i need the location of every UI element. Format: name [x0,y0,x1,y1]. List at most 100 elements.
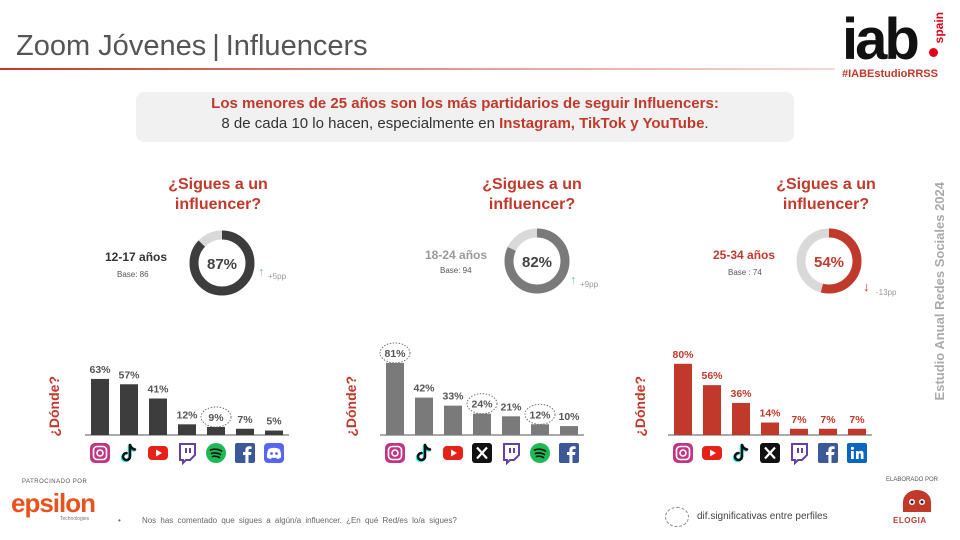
significance-marker [379,342,411,364]
bar-value-label: 7% [820,414,836,426]
instagram-icon [385,443,405,463]
made-by-label: ELABORADO POR [886,477,939,483]
significance-marker [524,403,556,425]
iab-logo-suffix: spain [932,12,946,44]
tiktok-icon-note [733,443,749,462]
instagram-icon-bg [385,443,405,463]
youtube-icon-play [156,449,162,457]
bar-value-label: 36% [730,388,752,400]
base-size-label: Base: 86 [117,270,149,279]
bar-value-label: 12% [529,409,551,421]
linkedin-icon [847,443,867,463]
discord-icon-face [266,447,282,459]
instagram-icon [90,443,110,463]
facebook-icon [559,443,579,463]
epsilon-logo: epsilon [11,488,96,518]
tiktok-icon-note [121,443,137,462]
bar-value-label: 24% [471,399,493,411]
delta-label: +9pp [580,280,599,289]
title-rule [0,68,835,70]
elogia-logo-text: ELOGIA [893,516,927,525]
delta-arrow-icon: ↑ [570,272,577,287]
x-icon-cross [764,446,776,460]
question-heading: ¿Sigues a un influencer? [776,176,876,213]
delta-label: -13pp [876,288,897,297]
bar-chart: 80% 56% 36% 14% 7% 7% 7% [668,349,872,466]
instagram-icon [673,443,693,463]
donut-value-label: 87% [207,256,237,273]
bar [444,405,462,435]
summary-box: Los menores de 25 años son los más parti… [136,92,794,142]
page-title-sub: Influencers [225,30,368,62]
x-icon [472,443,492,463]
bar [386,362,404,435]
instagram-icon-frame [675,445,691,461]
facebook-icon-f [826,446,835,463]
tiktok-icon [415,443,432,463]
footnote-bullet: • [118,516,121,525]
instagram-icon-lens [679,449,687,457]
question-heading: ¿Sigues a un influencer? [168,176,268,213]
delta-arrow-icon: ↓ [863,279,870,294]
youtube-icon-play [451,449,457,457]
bar [473,413,491,435]
bar-value-label: 41% [147,384,169,396]
donde-axis-label: ¿Dónde? [632,376,648,437]
instagram-icon-frame [387,445,403,461]
instagram-icon-frame [92,445,108,461]
facebook-icon-f [567,446,576,463]
bar-chart: 63% 57% 41% 12% 9% 7% 5% [85,364,289,466]
age-group-label: 18-24 años [425,248,488,262]
bar [178,424,196,435]
title-separator: | [212,30,220,62]
donut-chart: 87% [189,230,255,296]
youtube-icon [443,446,463,460]
bar-value-label: 9% [208,412,224,424]
bar-chart: 81% 42% 33% 24% 21% 12% 10% [379,342,584,466]
linkedin-icon-n [856,450,864,459]
bar-value-label: 7% [849,414,865,426]
bar-value-label: 21% [500,401,522,413]
discord-icon-eye [270,452,273,455]
twitch-icon [791,443,808,466]
donut-chart: 82% [504,228,570,294]
summary-detail-text: 8 de cada 10 lo hacen, especialmente en [221,115,500,132]
page-title: Zoom Jóvenes | Influencers [16,30,368,63]
linkedin-icon-dot [850,446,854,450]
delta-arrow-icon: ↑ [258,264,265,279]
bar-value-label: 10% [558,411,580,423]
significance-marker [466,393,498,415]
youtube-icon-play [710,449,716,457]
bar-value-label: 7% [791,414,807,426]
bar-value-label: 81% [384,348,406,360]
summary-highlight: Instagram, TikTok y YouTube [499,115,705,132]
facebook-icon [818,443,838,463]
donut-value-label: 54% [814,254,844,271]
donut-chart: 54% [796,228,862,294]
bar [502,416,520,435]
summary-end: . [704,115,709,132]
twitch-icon [179,443,196,466]
spotify-icon [206,443,226,463]
x-icon [760,443,780,463]
iab-logo-dot [929,48,938,57]
twitch-icon-bubble [791,443,808,466]
summary-detail: 8 de cada 10 lo hacen, especialmente en … [136,115,794,132]
donde-axis-label: ¿Dónde? [343,376,359,437]
bar [265,430,283,435]
summary-headline: Los menores de 25 años son los más parti… [211,95,719,112]
spotify-icon-waves [209,448,223,459]
footnote-text: Nos has comentado que sigues a algún/a i… [141,516,457,525]
study-side-label: Estudio Anual Redes Sociales 2024 [932,150,948,400]
bar [761,422,779,435]
bar [560,426,578,435]
tiktok-icon [732,443,749,463]
bar [120,384,138,435]
bar [703,385,721,435]
bar [207,426,225,435]
iab-logo: iab [842,7,920,72]
donde-axis-label: ¿Dónde? [46,376,62,437]
x-icon-cross [476,446,488,460]
spotify-icon [530,443,550,463]
donut-value-arc [504,228,570,294]
